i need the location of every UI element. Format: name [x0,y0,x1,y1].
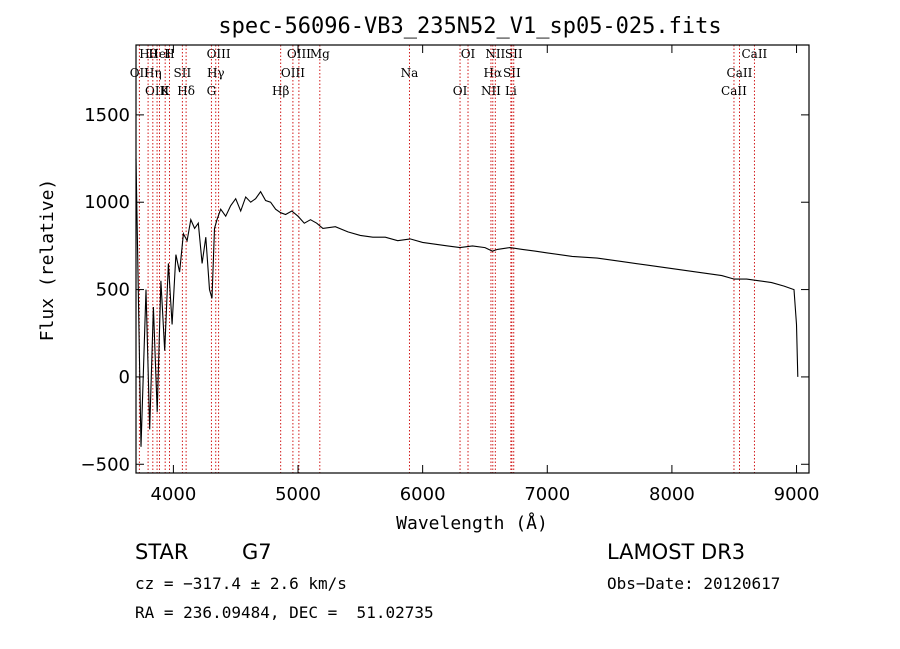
spectral-line-label: NII [485,47,505,61]
spectrum-series [135,158,799,447]
x-tick-label: 7000 [524,484,570,505]
spectral-line-label: Mg [310,47,330,61]
axis-ticks: 4000 5000 6000 7000 8000 9000 −500 0 500 1000 1500 [81,45,820,505]
y-tick-label: −500 [81,454,130,475]
spectral-line-label: CaII [727,66,753,80]
spectral-line-label: CaII [721,84,747,98]
spectral-line-markers: HθOIIOIIIHeIHηKHSIIHδOIIIHγGOIIIOIIIHβMg… [130,45,768,473]
survey-name: LAMOST DR3 [607,540,746,564]
spectral-line-label: Hη [144,66,162,80]
x-tick-label: 8000 [649,484,695,505]
y-tick-label: 1000 [84,192,130,213]
spectral-line-label: Hδ [177,84,195,98]
spectral-line-label: OIII [287,47,311,61]
spectral-line-label: SII [505,47,523,61]
spectral-line-label: Hβ [272,84,289,98]
spectral-line-label: Hγ [207,66,225,80]
redshift-value: cz = −317.4 ± 2.6 km/s [135,574,347,593]
x-tick-label: 5000 [275,484,321,505]
spectral-line-label: OIII [145,84,169,98]
y-tick-label: 0 [119,367,130,388]
object-subclass: G7 [242,540,272,564]
spectral-line-label: OI [453,84,468,98]
spectral-line-label: NII [481,84,501,98]
spectrum-line [135,158,799,447]
observation-date: Obs−Date: 20120617 [607,574,781,593]
spectral-line-label: CaII [741,47,767,61]
y-axis-label: Flux (relative) [37,179,58,342]
spectral-line-label: SII [503,66,521,80]
plot-frame [135,44,810,474]
spectral-line-label: HeI [148,47,171,61]
x-tick-label: 4000 [150,484,196,505]
spectral-line-label: K [161,84,171,98]
spectral-line-label: Hθ [139,47,157,61]
spectral-line-label: OI [461,47,476,61]
spectral-line-label: H [164,47,174,61]
object-class: STAR [135,540,189,564]
spectral-line-label: Na [401,66,419,80]
coordinates: RA = 236.09484, DEC = 51.02735 [135,603,434,622]
x-axis-label: Wavelength (Å) [396,512,548,534]
spectral-line-label: OII [130,66,150,80]
x-tick-label: 6000 [400,484,446,505]
spectral-line-label: SII [174,66,192,80]
spectral-line-label: OIII [281,66,305,80]
spectral-line-label: Hα [484,66,503,80]
y-tick-label: 1500 [84,105,130,126]
spectral-line-label: G [207,84,217,98]
x-tick-label: 9000 [774,484,820,505]
y-tick-label: 500 [96,280,130,301]
chart-title: spec-56096-VB3_235N52_V1_sp05-025.fits [218,14,721,39]
spectral-line-label: Li [505,84,517,98]
spectral-line-label: OIII [207,47,231,61]
